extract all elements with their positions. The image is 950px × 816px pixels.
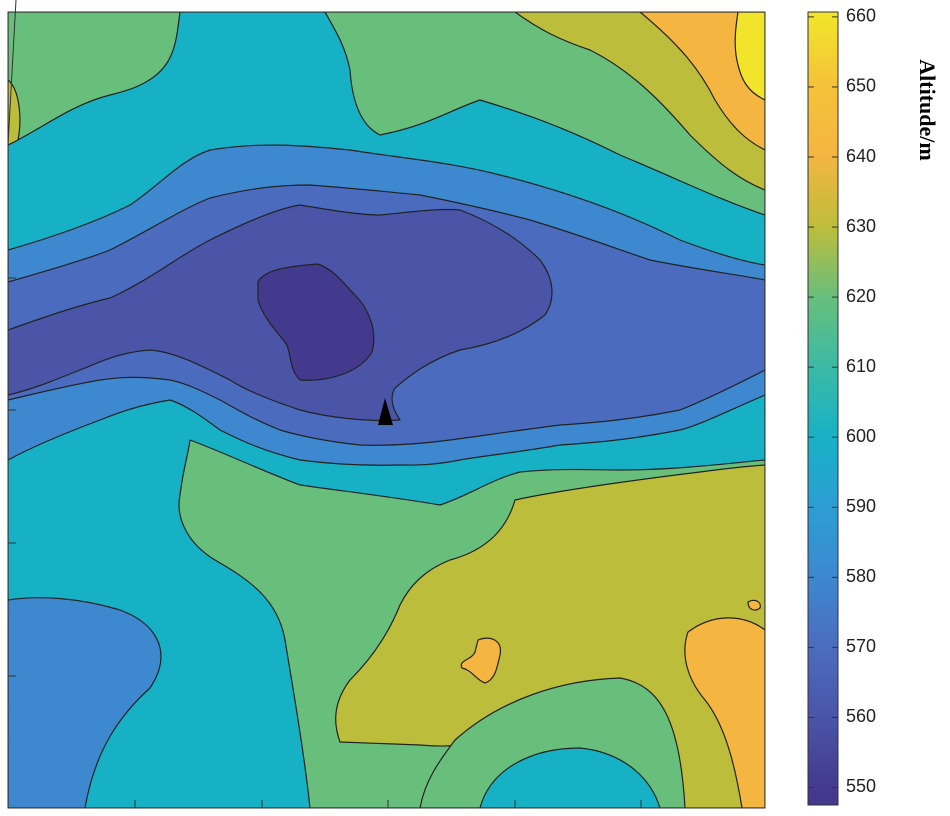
- colorbar-tick-label: 590: [846, 496, 876, 516]
- colorbar-tick-label: 650: [846, 76, 876, 96]
- contour-region: [257, 263, 375, 381]
- contour-region: [747, 599, 761, 611]
- colorbar-tick-label: 550: [846, 776, 876, 796]
- contour-region: [8, 12, 181, 146]
- contour-region: [8, 597, 162, 808]
- colorbar: [807, 11, 839, 806]
- contour-region: [479, 747, 661, 808]
- axis-ticks: [7, 0, 642, 808]
- colorbar-tick-label: 630: [846, 216, 876, 236]
- colorbar-tick-label: 610: [846, 356, 876, 376]
- colorbar-tick-label: 600: [846, 426, 876, 446]
- location-marker: [378, 398, 393, 425]
- colorbar-tick-label: 660: [846, 6, 876, 26]
- contour-region: [639, 12, 765, 151]
- contour-map: [8, 12, 765, 808]
- colorbar-label: Altitude/m: [915, 59, 940, 160]
- colorbar-tick-label: 560: [846, 706, 876, 726]
- colorbar-tick-label: 620: [846, 286, 876, 306]
- contour-region: [460, 637, 502, 684]
- colorbar-tick-label: 570: [846, 636, 876, 656]
- contour-region: [684, 617, 765, 808]
- colorbar-tick-label: 640: [846, 146, 876, 166]
- colorbar-tick-label: 580: [846, 566, 876, 586]
- contour-region: [734, 12, 765, 101]
